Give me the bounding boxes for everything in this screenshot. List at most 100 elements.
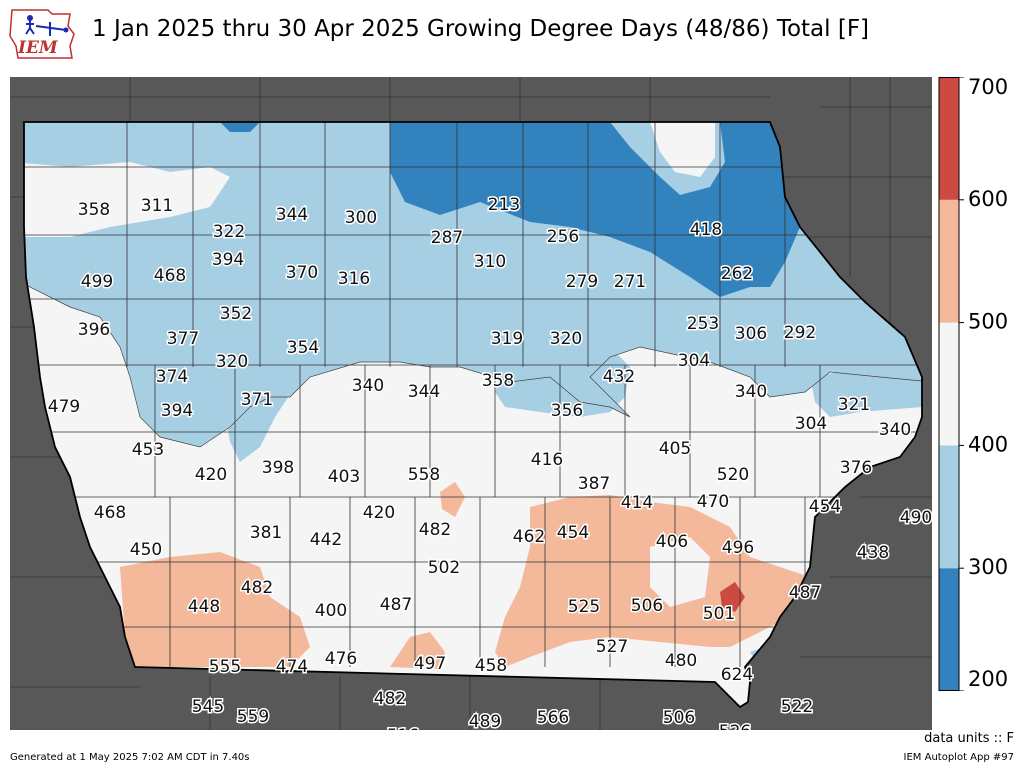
station-value: 320 (216, 352, 248, 372)
gdd-map: 358 311 322 344 300 213 287 256 418 394 310 499 468 3… (10, 77, 932, 730)
contour-fill (24, 122, 922, 707)
colorbar-band (939, 568, 959, 691)
station-value: 420 (363, 503, 395, 523)
station-value: 420 (195, 465, 227, 485)
station-value: 387 (578, 474, 610, 494)
station-value: 292 (784, 323, 816, 343)
station-value: 376 (840, 458, 872, 478)
station-value: 480 (665, 651, 697, 671)
station-value: 454 (557, 523, 589, 543)
station-value: 352 (220, 304, 252, 324)
station-value: 403 (328, 467, 360, 487)
station-value: 525 (568, 597, 600, 617)
data-units: data units :: F (924, 731, 1014, 746)
station-value: 516 (387, 726, 419, 730)
fill-400-500-inlet (650, 122, 715, 177)
station-value: 501 (703, 604, 735, 624)
station-value: 558 (408, 465, 440, 485)
station-value: 490 (900, 508, 932, 528)
fill-500-600-spot (390, 632, 445, 669)
station-value: 287 (431, 228, 463, 248)
colorbar-ticks: 200 300 400 500 600 700 (959, 77, 1008, 691)
station-value: 400 (315, 601, 347, 621)
station-value: 340 (352, 376, 384, 396)
fill-300-400-west (225, 367, 295, 462)
station-value: 482 (241, 578, 273, 598)
station-value: 398 (262, 458, 294, 478)
colorbar-tick-label: 700 (968, 77, 1008, 99)
station-value: 474 (276, 657, 308, 677)
station-value: 374 (156, 367, 188, 387)
station-value: 482 (419, 520, 451, 540)
station-value: 356 (551, 401, 583, 421)
station-value: 496 (722, 538, 754, 558)
county-lines (24, 122, 922, 667)
station-value: 555 (209, 657, 241, 677)
station-value: 416 (531, 450, 563, 470)
colorbar-tick-label: 400 (968, 432, 1008, 456)
station-value: 396 (78, 320, 110, 340)
station-value: 545 (192, 697, 224, 717)
station-value: 526 (719, 722, 751, 730)
station-value: 482 (374, 689, 406, 709)
colorbar-tick-label: 600 (968, 187, 1008, 211)
contour-lines (24, 276, 922, 448)
station-value: 476 (325, 649, 357, 669)
fill-200-300-nw (220, 122, 260, 132)
station-value: 468 (94, 503, 126, 523)
fill-500-600-sw (120, 552, 310, 667)
generated-timestamp: Generated at 1 May 2025 7:02 AM CDT in 7… (10, 752, 250, 763)
colorbar-outline (938, 77, 960, 691)
station-value: 506 (663, 708, 695, 728)
station-value: 394 (212, 250, 244, 270)
station-value: 381 (250, 523, 282, 543)
station-value: 344 (408, 382, 440, 402)
station-value: 468 (154, 266, 186, 286)
station-value: 377 (167, 329, 199, 349)
station-value: 489 (469, 712, 501, 730)
station-value: 370 (286, 263, 318, 283)
station-value: 448 (188, 597, 220, 617)
colorbar-band (939, 445, 959, 569)
station-value: 344 (276, 205, 308, 225)
station-value: 262 (721, 264, 753, 284)
station-value: 432 (603, 367, 635, 387)
station-value: 559 (237, 707, 269, 727)
station-value: 340 (879, 420, 911, 440)
station-value: 319 (491, 329, 523, 349)
colorbar-bands (938, 77, 960, 691)
station-value: 340 (735, 382, 767, 402)
station-value: 300 (345, 208, 377, 228)
station-value: 499 (81, 272, 113, 292)
map-title: 1 Jan 2025 thru 30 Apr 2025 Growing Degr… (92, 16, 870, 42)
fill-400-500-south-hole (650, 537, 710, 607)
station-value: 271 (614, 272, 646, 292)
station-value: 304 (795, 414, 827, 434)
colorbar-tick-label: 500 (968, 310, 1008, 334)
neighbor-county-lines (10, 77, 932, 730)
station-value: 470 (697, 492, 729, 512)
colorbar-tick-label: 200 (968, 667, 1008, 691)
station-value: 322 (213, 222, 245, 242)
station-value: 358 (78, 200, 110, 220)
station-value: 442 (310, 530, 342, 550)
station-value: 354 (287, 338, 319, 358)
fill-300-400-central (495, 347, 630, 417)
station-value: 304 (678, 351, 710, 371)
station-value: 454 (809, 497, 841, 517)
station-value: 462 (513, 527, 545, 547)
station-value: 450 (130, 540, 162, 560)
station-value: 487 (789, 583, 821, 603)
colorbar-band (939, 199, 959, 323)
station-value: 438 (857, 543, 889, 563)
station-value: 406 (656, 532, 688, 552)
station-value: 520 (717, 465, 749, 485)
station-value: 506 (631, 596, 663, 616)
station-value: 316 (338, 269, 370, 289)
station-value: 321 (838, 395, 870, 415)
iem-logo: IEM (9, 9, 75, 59)
station-value: 502 (428, 558, 460, 578)
station-value: 624 (721, 665, 753, 685)
station-value: 310 (474, 252, 506, 272)
station-value: 311 (141, 196, 173, 216)
